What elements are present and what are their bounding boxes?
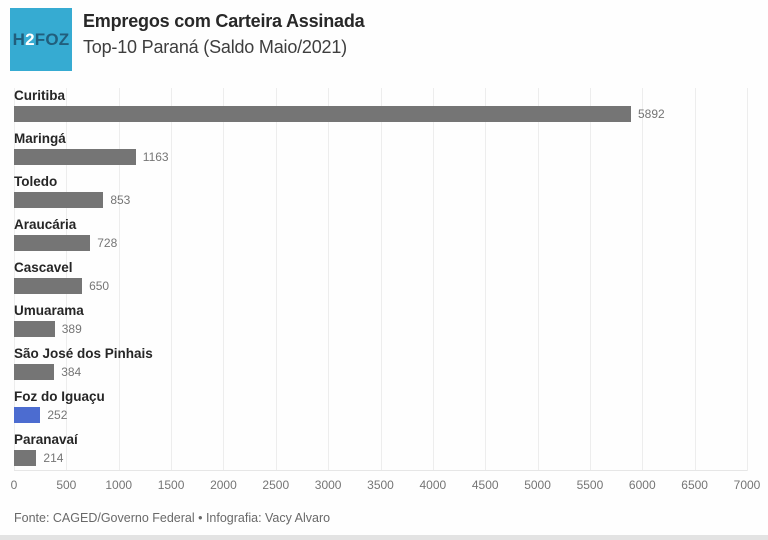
x-axis-tick: 2500 [262,478,290,492]
header: H 2 FOZ Empregos com Carteira Assinada Top… [10,8,365,71]
gridline [275,88,277,471]
category-label: Umuarama [14,303,84,318]
logo-text-2: 2 [25,29,35,49]
bar-line: 650 [14,278,747,294]
plot-area: Curitiba 5892 Maringá 1163 Toledo 853 Araucári… [14,88,748,471]
gridline [589,88,591,471]
x-axis-tick: 4000 [419,478,447,492]
x-axis-tick: 6000 [628,478,656,492]
source-note: Fonte: CAGED/Governo Federal • Infografi… [14,511,331,525]
gridline [171,88,173,471]
category-label: Cascavel [14,260,73,275]
category-label: Araucária [14,217,77,232]
value-label: 728 [97,236,118,250]
bar-row: Paranavaí 214 [14,432,747,466]
bar-line: 214 [14,450,747,466]
gridlines [14,88,748,471]
chart-title: Empregos com Carteira Assinada [83,11,365,31]
value-label: 1163 [142,150,169,164]
bar-rows: Curitiba 5892 Maringá 1163 Toledo 853 Araucári… [14,88,747,466]
x-axis-tick: 5500 [576,478,604,492]
category-label: São José dos Pinhais [14,346,153,361]
bar-line: 1163 [14,149,747,165]
gridline [694,88,696,471]
bar [14,235,91,251]
x-axis: 0 500 1000 1500 2000 2500 3000 3500 4000 4500 5000… [10,470,760,497]
bar [14,149,136,165]
value-label: 650 [89,279,110,293]
x-axis-tick: 4500 [471,478,499,492]
x-axis-tick: 3000 [314,478,342,492]
gridline [380,88,382,471]
value-label: 214 [43,451,64,465]
gridline [747,88,748,471]
bar-row: Umuarama 389 [14,303,747,337]
bar [14,106,631,122]
category-label: Foz do Iguaçu [14,389,105,404]
x-axis-tick: 5000 [524,478,551,492]
x-axis-tick: 6500 [681,478,708,492]
gridline [642,88,644,471]
chart-subtitle: Top-10 Paraná (Saldo Maio/2021) [83,36,347,57]
x-axis-tick: 500 [56,478,77,492]
bar-row: Foz do Iguaçu 252 [14,389,747,423]
bar-line: 853 [14,192,747,208]
x-axis-tick: 1000 [105,478,133,492]
logo-text-h: H [12,29,26,49]
x-axis-tick: 0 [10,478,18,492]
bar-chart: Curitiba 5892 Maringá 1163 Toledo 853 Araucári… [10,88,760,497]
bar-line: 728 [14,235,747,251]
category-label: Curitiba [14,88,66,103]
value-label: 389 [61,322,82,336]
category-label: Maringá [14,131,66,146]
bar [14,450,37,466]
value-label: 853 [110,193,131,207]
x-axis-tick: 1500 [157,478,185,492]
gridline [118,88,120,471]
gridline [432,88,434,471]
h2foz-logo: H 2 FOZ [10,8,72,71]
bar [14,278,83,294]
bar-row: Araucária 728 [14,217,747,251]
bar-line: 252 [14,407,747,423]
bar-row: São José dos Pinhais 384 [14,346,747,380]
bar-row: Cascavel 650 [14,260,747,294]
bar [14,407,41,423]
category-label: Paranavaí [14,432,78,447]
bottom-strip [0,535,768,540]
bar-line: 384 [14,364,747,380]
gridline [328,88,330,471]
title-block: Empregos com Carteira Assinada Top-10 Pa… [83,8,365,71]
value-label: 252 [47,408,68,422]
category-label: Toledo [14,174,58,189]
bar-row: Curitiba 5892 [14,88,747,122]
x-axis-tick: 2000 [210,478,237,492]
value-label: 5892 [637,107,665,121]
logo-text-foz: FOZ [34,29,70,49]
bar [14,321,55,337]
bar [14,192,104,208]
x-axis-tick: 3500 [367,478,394,492]
bar-line: 5892 [14,106,747,122]
bar-row: Maringá 1163 [14,131,747,165]
bar-row: Toledo 853 [14,174,747,208]
bar [14,364,55,380]
gridline [537,88,539,471]
x-axis-tick: 7000 [733,478,761,492]
bar-line: 389 [14,321,747,337]
value-label: 384 [61,365,82,379]
gridline [223,88,225,471]
gridline [485,88,487,471]
